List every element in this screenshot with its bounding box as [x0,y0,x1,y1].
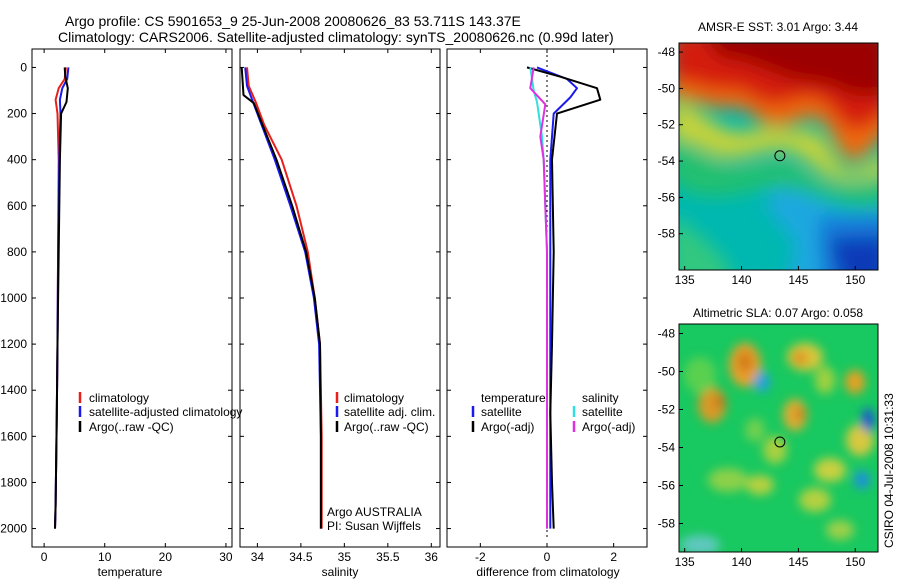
sst-map-axes: 135 140 145 150 -48 -50 -52 -54 -56 -58 [658,45,866,287]
salinity-x-axis: 34 34.5 35 35.5 36 [240,49,440,564]
x-tick-label: 0 [41,550,48,564]
y-tick-label: 2000 [0,522,27,536]
y-tick-label: 1800 [0,475,27,489]
y-tick-label: -48 [658,327,676,341]
legend-label: satellite-adjusted climatology [89,405,242,419]
y-tick-label: 1000 [0,291,27,305]
legend-label: climatology [344,391,404,405]
x-tick-label: 34 [251,550,265,564]
temperature-xlabel: temperature [98,565,163,579]
sla-map [679,324,878,552]
x-tick-label: 145 [788,555,808,569]
temperature-legend: climatology satellite-adjusted climatolo… [78,391,242,434]
timestamp-label: CSIRO 04-Jul-2008 10:31:33 [882,393,896,548]
x-tick-label: 150 [845,555,865,569]
series-line-argo-raw-qc- [54,67,69,529]
y-tick-label: -52 [658,403,676,417]
series-line-salinity-argo-adj- [529,67,548,529]
legend-label: Argo(-adj) [582,420,635,434]
x-tick-label: 35 [338,550,352,564]
sst-map-frame [678,42,879,271]
y-tick-label: 0 [20,60,27,74]
x-tick-label: 35.5 [376,550,400,564]
legend-label: Argo(..raw -QC) [344,420,429,434]
y-tick-label: 400 [7,153,27,167]
y-tick-label: -54 [658,154,676,168]
sla-map-axes: 135 140 145 150 -48 -50 -52 -54 -56 -58 [658,327,866,570]
x-tick-label: 145 [788,273,808,287]
sla-map-frame [678,323,879,553]
y-tick-label: -54 [658,441,676,455]
y-tick-label: -50 [658,81,676,95]
legend-heading: temperature [481,391,546,405]
salinity-profiles [240,67,323,529]
sst-map-title: AMSR-E SST: 3.01 Argo: 3.44 [698,20,858,34]
legend-label: Argo(-adj) [481,420,534,434]
series-line-climatology [246,67,323,529]
header-line2: Climatology: CARS2006. Satellite-adjuste… [58,29,614,45]
y-tick-label: -56 [658,479,676,493]
series-line-satellite-adj-clim- [244,67,322,529]
x-tick-label: 135 [675,273,695,287]
y-tick-label: -50 [658,365,676,379]
y-tick-label: 600 [7,199,27,213]
temperature-x-axis: 0 10 20 30 [32,49,233,564]
series-line-argo-raw-qc- [240,67,322,529]
annotation-line1: Argo AUSTRALIA [327,505,422,519]
y-tick-label: 1600 [0,429,27,443]
x-tick-label: 0 [544,550,551,564]
x-tick-label: 140 [732,555,752,569]
header-line1: Argo profile: CS 5901653_9 25-Jun-2008 2… [65,13,521,29]
temperature-profiles [54,67,70,529]
legend-label: satellite adj. clim. [344,405,435,419]
argo-position-marker [774,150,786,162]
x-tick-label: 34.5 [289,550,313,564]
x-tick-label: 30 [219,550,233,564]
y-tick-label: 1400 [0,383,27,397]
x-tick-label: 36 [425,550,439,564]
y-tick-label: -58 [658,517,676,531]
x-tick-label: 10 [98,550,112,564]
sst-map [679,43,878,270]
series-line-salinity-satellite [529,67,548,529]
difference-profiles [526,66,602,529]
annotation-line2: PI: Susan Wijffels [327,519,421,533]
difference-legend: temperature satellite Argo(-adj) salinit… [471,391,635,434]
series-line-temperature-argo-adj- [526,66,602,529]
legend-label: Argo(..raw -QC) [89,420,174,434]
y-tick-label: 200 [7,107,27,121]
temperature-panel [31,48,233,548]
salinity-legend: climatology satellite adj. clim. Argo(..… [335,391,435,434]
salinity-xlabel: salinity [322,565,359,579]
x-tick-label: 140 [732,273,752,287]
x-tick-label: 20 [159,550,173,564]
y-tick-label: -48 [658,45,676,59]
legend-label: satellite [481,405,522,419]
sla-map-title: Altimetric SLA: 0.07 Argo: 0.058 [693,306,863,320]
argo-position-marker [774,436,786,448]
legend-heading: salinity [582,391,619,405]
x-tick-label: -2 [475,550,486,564]
x-tick-label: 2 [610,550,617,564]
y-tick-label: 800 [7,245,27,259]
y-tick-label: -56 [658,190,676,204]
legend-label: climatology [89,391,149,405]
y-tick-label: 1200 [0,337,27,351]
y-tick-label: -52 [658,118,676,132]
salinity-panel [239,48,441,548]
x-tick-label: 150 [845,273,865,287]
x-tick-label: 135 [675,555,695,569]
difference-x-axis: -2 0 2 [447,49,647,564]
difference-xlabel: difference from climatology [476,565,619,579]
y-tick-label: -58 [658,227,676,241]
legend-label: satellite [582,405,623,419]
depth-axis: 0 200 400 600 800 1000 1200 1400 1600 1800 2000 [0,60,27,535]
